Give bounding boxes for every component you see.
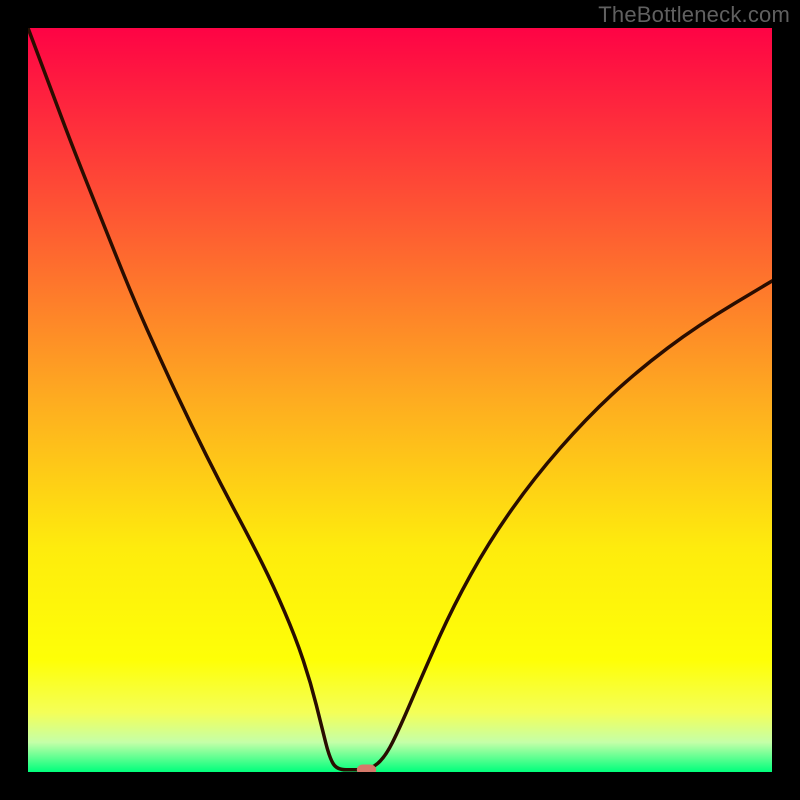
plot-area bbox=[28, 28, 772, 775]
bottleneck-chart bbox=[0, 0, 800, 800]
watermark-text: TheBottleneck.com bbox=[598, 2, 790, 28]
chart-container: TheBottleneck.com bbox=[0, 0, 800, 800]
plot-background bbox=[28, 28, 772, 772]
